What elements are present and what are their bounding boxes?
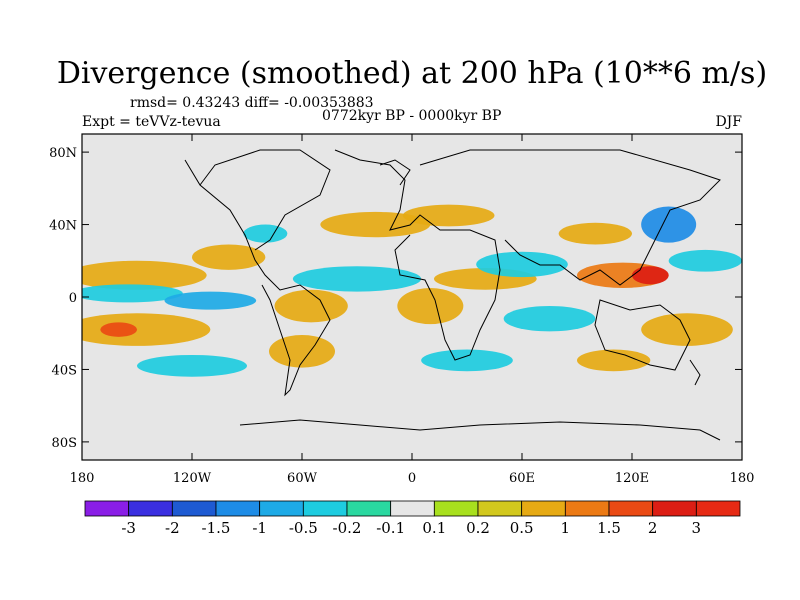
coastlines xyxy=(184,149,721,441)
field-region-16 xyxy=(632,266,669,285)
chart-title: Divergence (smoothed) at 200 hPa (10**6 … xyxy=(57,56,767,91)
colorbar-swatch-6 xyxy=(346,500,392,517)
field-region-3 xyxy=(192,244,266,270)
colorbar-swatch-13 xyxy=(652,500,697,517)
x-tick-label-6: 180 xyxy=(730,471,755,486)
colorbar-label-4: -0.5 xyxy=(289,519,318,537)
colorbar-label-5: -0.2 xyxy=(333,519,362,537)
field-region-1 xyxy=(82,313,211,346)
field-region-14 xyxy=(503,306,596,332)
field-region-12 xyxy=(402,204,495,227)
experiment-label: Expt = teVVz-tevua xyxy=(82,114,221,130)
colorbar-label-1: -2 xyxy=(165,519,180,537)
colorbar-label-3: -1 xyxy=(252,519,267,537)
colorbar-label-8: 0.2 xyxy=(466,519,490,537)
colorbar-label-0: -3 xyxy=(121,519,136,537)
field-region-21 xyxy=(421,349,513,372)
field-region-8 xyxy=(292,266,422,292)
x-tick-label-3: 0 xyxy=(408,471,416,486)
colorbar-swatch-8 xyxy=(433,500,479,517)
x-tick-label-2: 60W xyxy=(287,471,318,486)
field-region-4 xyxy=(243,224,288,243)
colorbar-swatch-7 xyxy=(390,500,435,517)
colorbar-swatch-0 xyxy=(84,500,130,517)
field-region-7 xyxy=(274,289,348,323)
colorbar-swatch-3 xyxy=(215,500,261,517)
colorbar-swatch-14 xyxy=(695,500,741,517)
colorbar-swatch-1 xyxy=(128,500,173,517)
y-tick-label-3: 40S xyxy=(52,363,77,378)
colorbar: -3 -2 -1.5 -1 -0.5 -0.2 -0.1 0.1 0.2 0.5 1 1.5 2 3 xyxy=(84,500,741,537)
x-tick-label-1: 120W xyxy=(173,471,212,486)
colorbar-label-12: 2 xyxy=(648,519,658,537)
field-region-20 xyxy=(269,335,335,368)
field-region-18 xyxy=(641,206,697,243)
y-tick-label-2: 0 xyxy=(69,291,77,306)
y-tick-label-4: 80S xyxy=(52,436,77,451)
field-region-10 xyxy=(397,287,464,325)
colorbar-swatch-10 xyxy=(521,500,566,517)
x-tick-label-0: 180 xyxy=(70,471,95,486)
field-region-2 xyxy=(100,322,137,337)
x-tick-label-5: 120E xyxy=(615,471,649,486)
colorbar-label-10: 1 xyxy=(561,519,571,537)
x-tick-label-4: 60E xyxy=(509,471,535,486)
field-region-5 xyxy=(82,284,183,303)
colorbar-label-13: 3 xyxy=(692,519,702,537)
season-label: DJF xyxy=(715,114,742,130)
field-region-19 xyxy=(558,222,632,245)
field-layer xyxy=(82,204,742,377)
field-region-13 xyxy=(476,251,568,278)
field-region-24 xyxy=(668,249,742,272)
colorbar-swatch-12 xyxy=(608,500,654,517)
colorbar-label-11: 1.5 xyxy=(597,519,621,537)
field-region-6 xyxy=(164,291,257,310)
colorbar-swatch-9 xyxy=(477,500,523,517)
field-region-23 xyxy=(137,354,247,377)
field-region-9 xyxy=(320,211,431,238)
colorbar-swatch-11 xyxy=(564,500,610,517)
field-region-0 xyxy=(82,260,207,290)
colorbar-swatch-2 xyxy=(171,500,217,517)
field-region-22 xyxy=(577,349,651,372)
colorbar-swatch-4 xyxy=(259,500,304,517)
y-tick-label-1: 40N xyxy=(49,219,77,234)
colorbar-label-2: -1.5 xyxy=(202,519,231,537)
colorbar-label-9: 0.5 xyxy=(510,519,534,537)
colorbar-label-6: -0.1 xyxy=(376,519,405,537)
y-axis: 80N 40N 0 40S 80S xyxy=(49,146,742,451)
field-region-17 xyxy=(641,313,733,346)
x-axis: 180 120W 60W 0 60E 120E 180 xyxy=(70,134,755,486)
colorbar-label-7: 0.1 xyxy=(422,519,446,537)
plot-area xyxy=(82,134,742,460)
period-label: 0772kyr BP - 0000kyr BP xyxy=(322,108,501,124)
colorbar-swatch-5 xyxy=(302,500,348,517)
y-tick-label-0: 80N xyxy=(49,146,77,161)
stats-label: rmsd= 0.43243 diff= -0.00353883 xyxy=(130,95,374,111)
